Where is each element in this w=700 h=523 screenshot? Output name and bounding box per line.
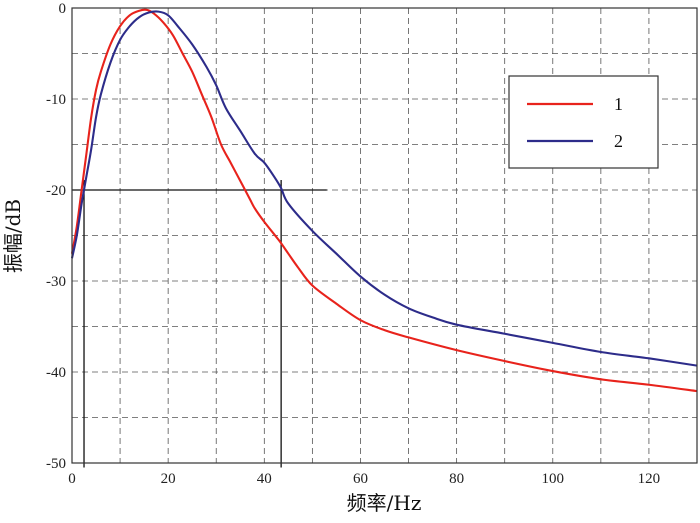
annotation-lines: [72, 180, 327, 468]
x-axis-label: 频率/Hz: [347, 491, 422, 515]
legend-label-1: 1: [614, 94, 623, 114]
x-tick-label: 120: [638, 471, 661, 487]
y-axis-label: 振幅/dB: [1, 199, 25, 273]
y-tick-label: -10: [46, 92, 66, 108]
y-tick-label: -20: [46, 183, 66, 199]
x-tick-label: 60: [353, 471, 368, 487]
plot-frame: [71, 7, 698, 464]
x-tick-labels: 0 20 40 60 80 100 120: [68, 471, 660, 487]
x-tick-label: 20: [161, 471, 176, 487]
y-tick-label: 0: [59, 1, 67, 17]
legend-label-2: 2: [614, 131, 623, 151]
x-tick-label: 100: [542, 471, 565, 487]
legend: 1 2: [508, 75, 659, 169]
y-tick-label: -30: [46, 274, 66, 290]
y-tick-label: -40: [46, 365, 66, 381]
x-tick-label: 0: [68, 471, 76, 487]
y-tick-labels: 0 -10 -20 -30 -40 -50: [46, 1, 66, 472]
x-tick-label: 40: [257, 471, 272, 487]
series-line-1: [70, 8, 698, 393]
y-tick-label: -50: [46, 456, 66, 472]
series-group: [70, 8, 698, 393]
series-line-2: [70, 10, 698, 367]
x-tick-label: 80: [449, 471, 464, 487]
legend-box: [508, 75, 659, 169]
